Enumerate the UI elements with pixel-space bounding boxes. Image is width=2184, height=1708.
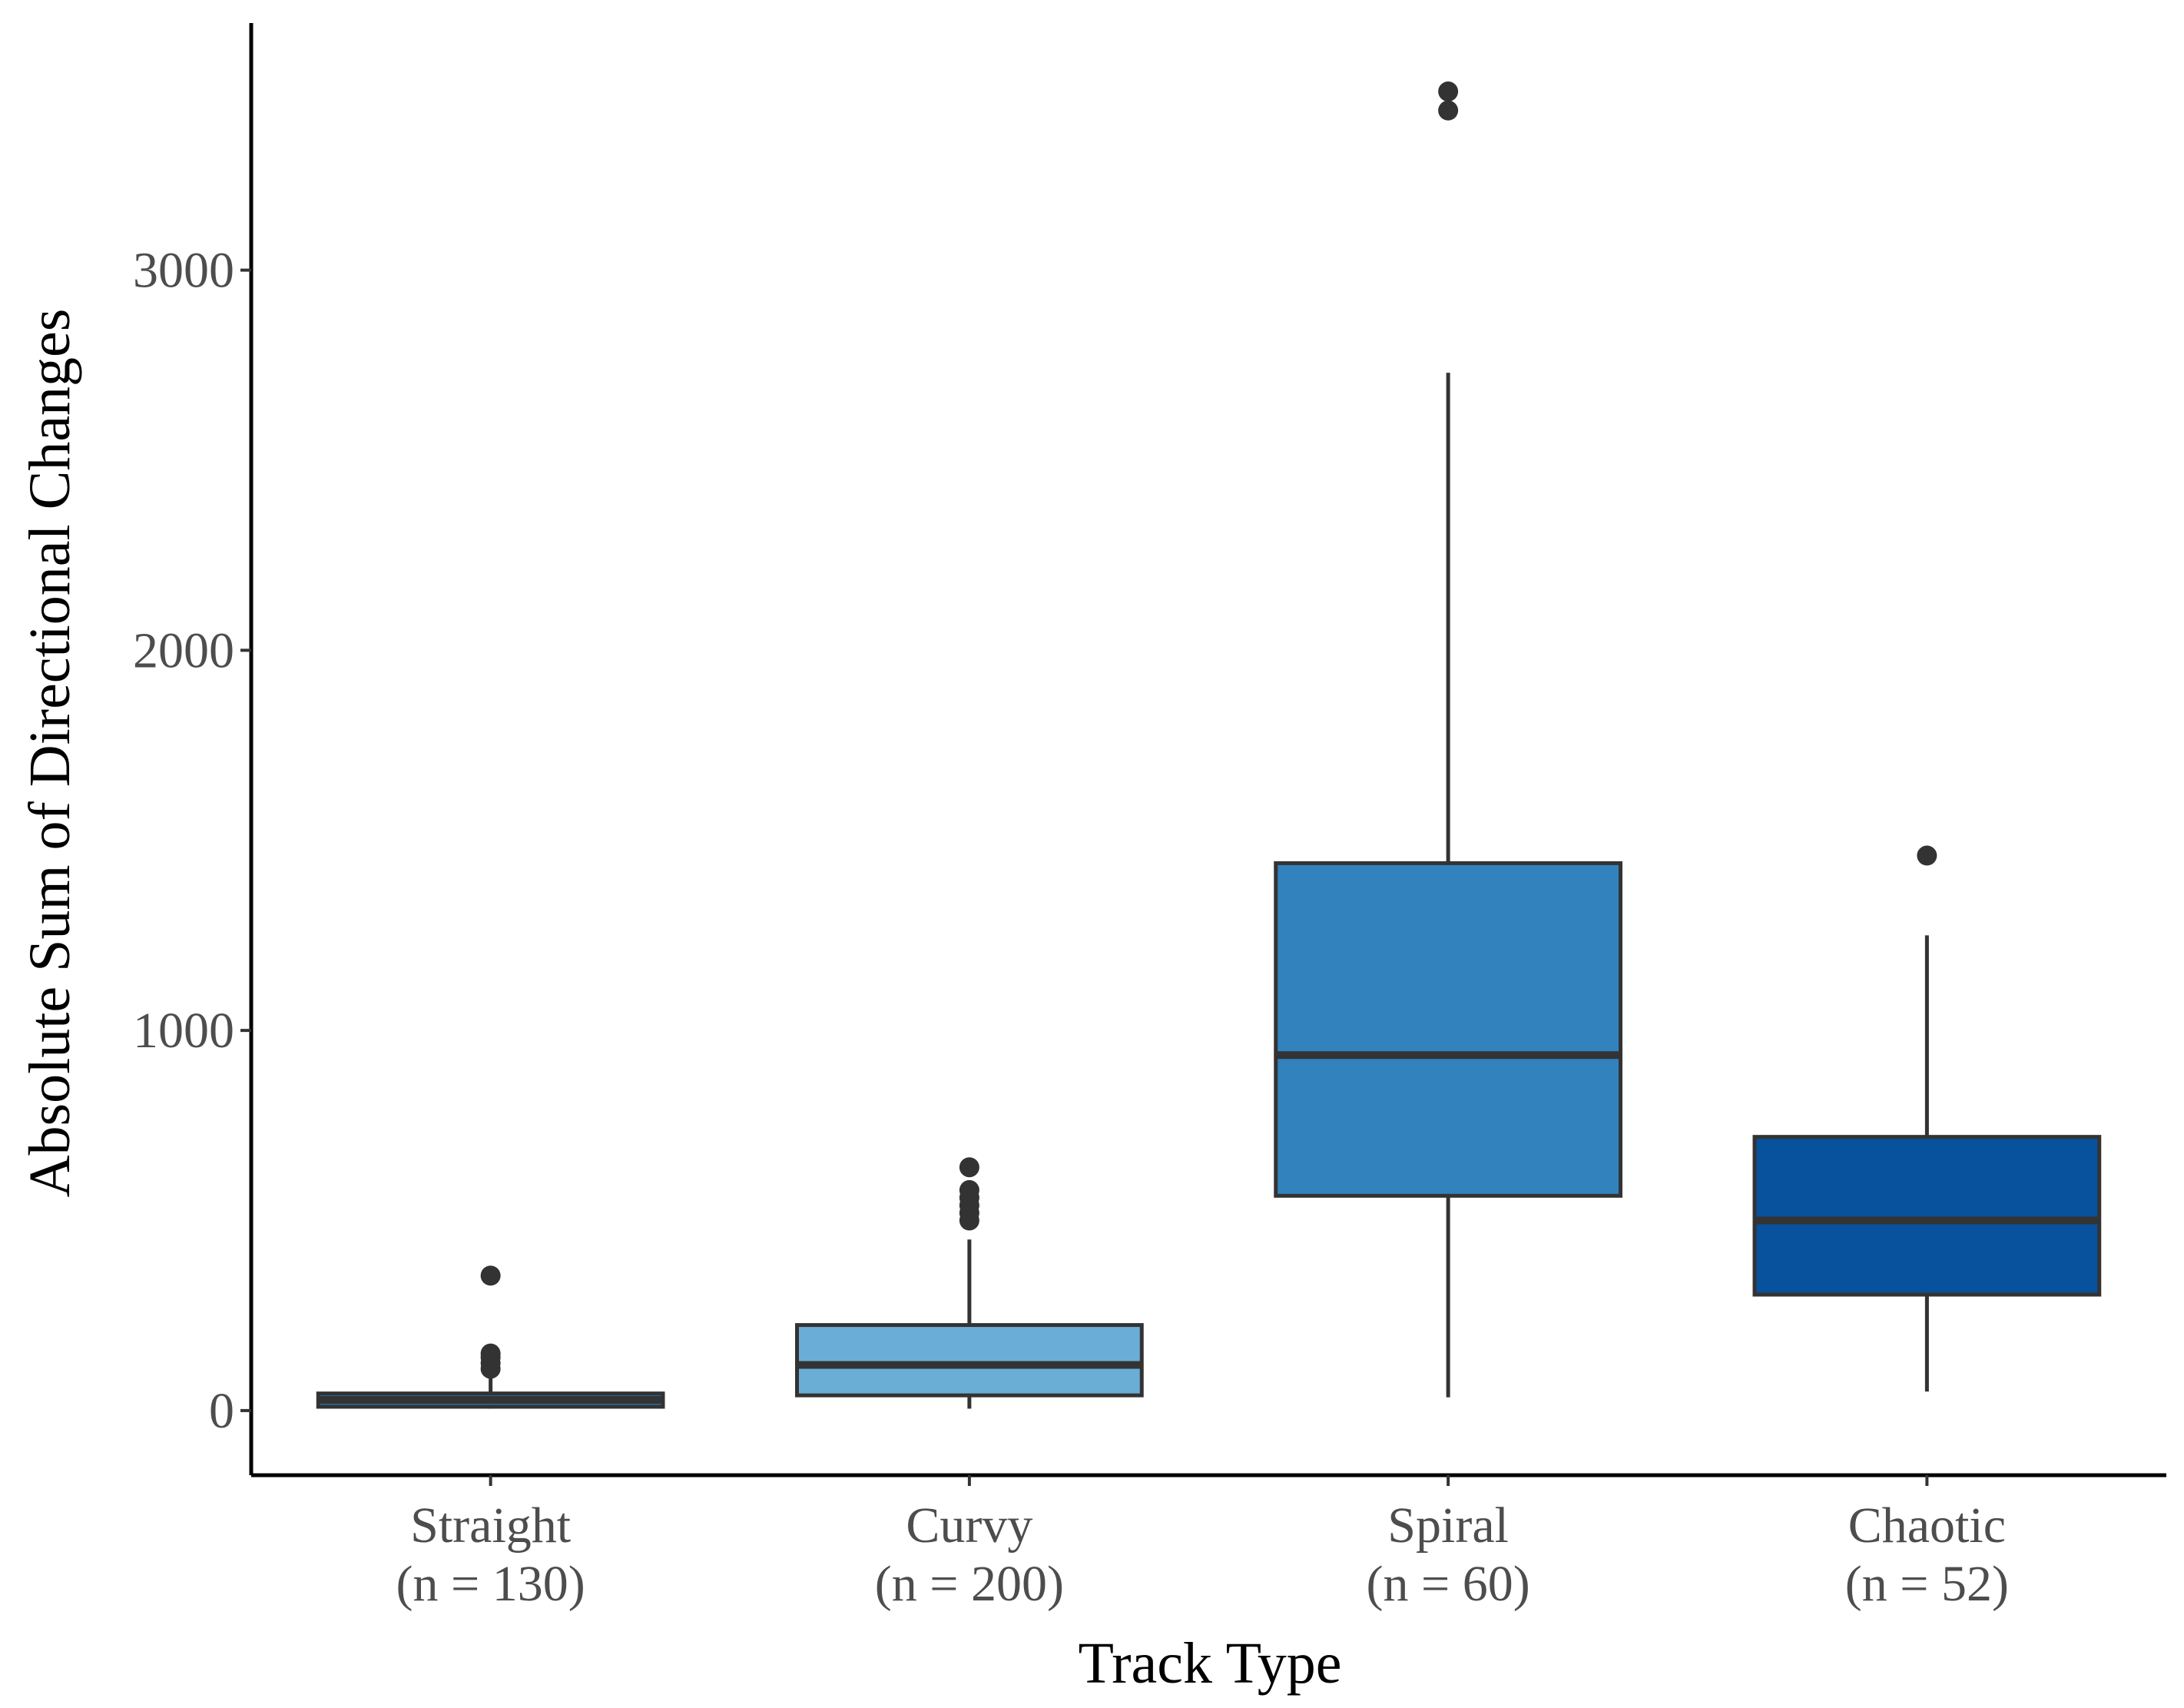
outlier-point bbox=[1917, 845, 1937, 866]
x-tick-label-straight: Straight bbox=[410, 1497, 571, 1554]
x-tick-n-label-spiral: (n = 60) bbox=[1367, 1556, 1530, 1612]
x-axis-title: Track Type bbox=[1078, 1631, 1341, 1696]
box-iqr bbox=[1274, 861, 1622, 1198]
box-iqr bbox=[1752, 1135, 2102, 1297]
y-tick-label-2000: 2000 bbox=[133, 622, 234, 678]
y-tick-label-3000: 3000 bbox=[133, 243, 234, 299]
outlier-point bbox=[1438, 81, 1459, 102]
x-tick-label-spiral: Spiral bbox=[1387, 1497, 1509, 1554]
outlier-point bbox=[959, 1179, 979, 1200]
box-group-chaotic bbox=[1752, 845, 2102, 1392]
outlier-point bbox=[1438, 100, 1459, 121]
y-axis-title: Absolute Sum of Directional Changes bbox=[18, 309, 82, 1198]
y-tick-label-1000: 1000 bbox=[133, 1003, 234, 1059]
x-tick-n-label-chaotic: (n = 52) bbox=[1845, 1556, 2009, 1612]
x-tick-label-chaotic: Chaotic bbox=[1848, 1497, 2006, 1554]
outlier-point bbox=[480, 1265, 501, 1286]
x-tick-label-curvy: Curvy bbox=[906, 1497, 1032, 1554]
box-group-straight bbox=[316, 1265, 665, 1409]
x-tick-n-label-straight: (n = 130) bbox=[396, 1556, 585, 1612]
outlier-point bbox=[959, 1157, 979, 1178]
box-iqr bbox=[795, 1323, 1144, 1398]
y-tick-label-0: 0 bbox=[209, 1383, 234, 1439]
plot-marks bbox=[316, 81, 2102, 1409]
box-group-curvy bbox=[795, 1157, 1144, 1409]
axes-group bbox=[249, 23, 2166, 1478]
outlier-point bbox=[480, 1343, 501, 1364]
x-tick-n-label-curvy: (n = 200) bbox=[875, 1556, 1064, 1612]
box-group-spiral bbox=[1274, 81, 1622, 1398]
